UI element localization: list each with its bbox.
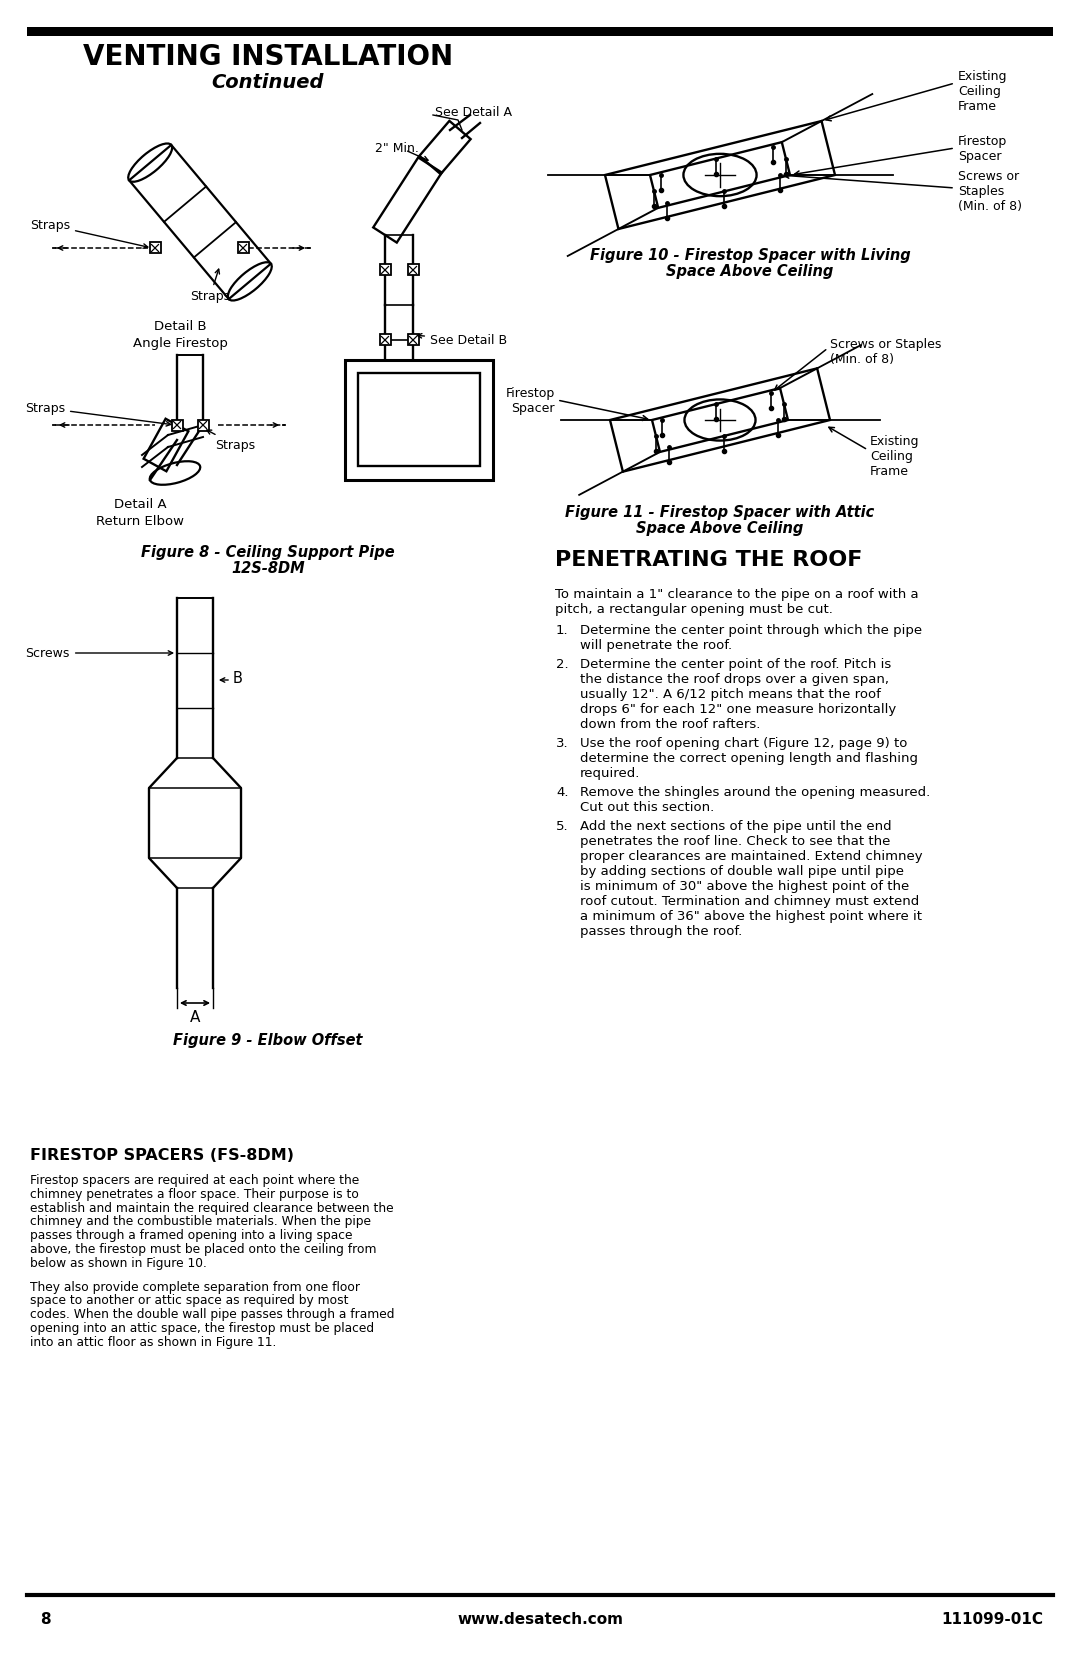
Bar: [407, 264, 419, 275]
Text: pitch, a rectangular opening must be cut.: pitch, a rectangular opening must be cut…: [555, 603, 833, 616]
Text: Straps: Straps: [25, 402, 171, 426]
Text: passes through a framed opening into a living space: passes through a framed opening into a l…: [30, 1228, 352, 1242]
Text: will penetrate the roof.: will penetrate the roof.: [580, 639, 732, 653]
Text: 12S-8DM: 12S-8DM: [231, 561, 305, 576]
Text: codes. When the double wall pipe passes through a framed: codes. When the double wall pipe passes …: [30, 1308, 394, 1322]
Text: Existing
Ceiling
Frame: Existing Ceiling Frame: [958, 70, 1008, 113]
Text: Screws or
Staples
(Min. of 8): Screws or Staples (Min. of 8): [958, 170, 1022, 214]
Text: Add the next sections of the pipe until the end: Add the next sections of the pipe until …: [580, 819, 892, 833]
Text: Figure 11 - Firestop Spacer with Attic: Figure 11 - Firestop Spacer with Attic: [565, 506, 875, 521]
Text: 8: 8: [40, 1612, 51, 1627]
Text: Straps: Straps: [30, 219, 148, 249]
Text: Figure 9 - Elbow Offset: Figure 9 - Elbow Offset: [173, 1033, 363, 1048]
Text: establish and maintain the required clearance between the: establish and maintain the required clea…: [30, 1202, 393, 1215]
Text: Continued: Continued: [212, 73, 324, 92]
Bar: [149, 242, 161, 254]
Text: 2.: 2.: [556, 658, 569, 671]
Text: 4.: 4.: [556, 786, 568, 799]
Text: 111099-01C: 111099-01C: [941, 1612, 1043, 1627]
Text: Space Above Ceiling: Space Above Ceiling: [666, 264, 834, 279]
Text: space to another or attic space as required by most: space to another or attic space as requi…: [30, 1295, 349, 1307]
Text: Figure 8 - Ceiling Support Pipe: Figure 8 - Ceiling Support Pipe: [141, 546, 395, 561]
Text: See Detail A: See Detail A: [435, 107, 512, 120]
Text: Determine the center point of the roof. Pitch is: Determine the center point of the roof. …: [580, 658, 891, 671]
Text: determine the correct opening length and flashing: determine the correct opening length and…: [580, 753, 918, 764]
Text: Detail A: Detail A: [113, 497, 166, 511]
Text: down from the roof rafters.: down from the roof rafters.: [580, 718, 760, 731]
Bar: [379, 334, 391, 345]
Text: VENTING INSTALLATION: VENTING INSTALLATION: [83, 43, 454, 72]
Text: required.: required.: [580, 768, 640, 779]
Text: roof cutout. Termination and chimney must extend: roof cutout. Termination and chimney mus…: [580, 895, 919, 908]
Text: penetrates the roof line. Check to see that the: penetrates the roof line. Check to see t…: [580, 834, 890, 848]
Text: usually 12". A 6/12 pitch means that the roof: usually 12". A 6/12 pitch means that the…: [580, 688, 881, 701]
Text: Firestop
Spacer: Firestop Spacer: [505, 387, 555, 416]
Text: Existing
Ceiling
Frame: Existing Ceiling Frame: [870, 436, 919, 477]
Text: chimney and the combustible materials. When the pipe: chimney and the combustible materials. W…: [30, 1215, 372, 1228]
Bar: [379, 264, 391, 275]
Text: To maintain a 1" clearance to the pipe on a roof with a: To maintain a 1" clearance to the pipe o…: [555, 587, 919, 601]
Text: Firestop spacers are required at each point where the: Firestop spacers are required at each po…: [30, 1173, 360, 1187]
Text: passes through the roof.: passes through the roof.: [580, 925, 742, 938]
Text: Use the roof opening chart (Figure 12, page 9) to: Use the roof opening chart (Figure 12, p…: [580, 738, 907, 749]
Text: Return Elbow: Return Elbow: [96, 516, 184, 527]
Bar: [238, 242, 248, 254]
Text: 2" Min.: 2" Min.: [375, 142, 419, 155]
Text: Remove the shingles around the opening measured.: Remove the shingles around the opening m…: [580, 786, 930, 799]
Text: 5.: 5.: [556, 819, 569, 833]
Text: A: A: [190, 1010, 200, 1025]
Text: Detail B: Detail B: [153, 320, 206, 334]
Text: 1.: 1.: [556, 624, 569, 638]
Text: below as shown in Figure 10.: below as shown in Figure 10.: [30, 1257, 207, 1270]
Text: Angle Firestop: Angle Firestop: [133, 337, 228, 350]
Text: opening into an attic space, the firestop must be placed: opening into an attic space, the firesto…: [30, 1322, 374, 1335]
Text: 3.: 3.: [556, 738, 569, 749]
Text: Space Above Ceiling: Space Above Ceiling: [636, 521, 804, 536]
Text: Determine the center point through which the pipe: Determine the center point through which…: [580, 624, 922, 638]
Text: into an attic floor as shown in Figure 11.: into an attic floor as shown in Figure 1…: [30, 1335, 276, 1349]
Bar: [357, 372, 480, 466]
Text: drops 6" for each 12" one measure horizontally: drops 6" for each 12" one measure horizo…: [580, 703, 896, 716]
Bar: [407, 334, 419, 345]
Text: They also provide complete separation from one floor: They also provide complete separation fr…: [30, 1280, 360, 1293]
Bar: [198, 419, 208, 431]
Text: a minimum of 36" above the highest point where it: a minimum of 36" above the highest point…: [580, 910, 922, 923]
Text: proper clearances are maintained. Extend chimney: proper clearances are maintained. Extend…: [580, 850, 922, 863]
Text: Straps: Straps: [207, 431, 255, 452]
Bar: [172, 419, 183, 431]
Text: Figure 10 - Firestop Spacer with Living: Figure 10 - Firestop Spacer with Living: [590, 249, 910, 264]
Text: above, the firestop must be placed onto the ceiling from: above, the firestop must be placed onto …: [30, 1243, 377, 1257]
Text: See Detail B: See Detail B: [417, 334, 508, 347]
Bar: [345, 361, 492, 481]
Bar: [27, 27, 1053, 37]
Text: PENETRATING THE ROOF: PENETRATING THE ROOF: [555, 551, 862, 571]
Text: is minimum of 30" above the highest point of the: is minimum of 30" above the highest poin…: [580, 880, 909, 893]
Text: the distance the roof drops over a given span,: the distance the roof drops over a given…: [580, 673, 889, 686]
Text: Firestop
Spacer: Firestop Spacer: [958, 135, 1008, 164]
Text: Cut out this section.: Cut out this section.: [580, 801, 714, 814]
Text: Straps: Straps: [190, 269, 230, 304]
Text: chimney penetrates a floor space. Their purpose is to: chimney penetrates a floor space. Their …: [30, 1188, 359, 1200]
Text: B: B: [233, 671, 243, 686]
Text: Screws or Staples
(Min. of 8): Screws or Staples (Min. of 8): [831, 339, 942, 366]
Text: Screws: Screws: [26, 646, 173, 659]
Text: by adding sections of double wall pipe until pipe: by adding sections of double wall pipe u…: [580, 865, 904, 878]
Text: FIRESTOP SPACERS (FS-8DM): FIRESTOP SPACERS (FS-8DM): [30, 1148, 294, 1163]
Text: www.desatech.com: www.desatech.com: [457, 1612, 623, 1627]
